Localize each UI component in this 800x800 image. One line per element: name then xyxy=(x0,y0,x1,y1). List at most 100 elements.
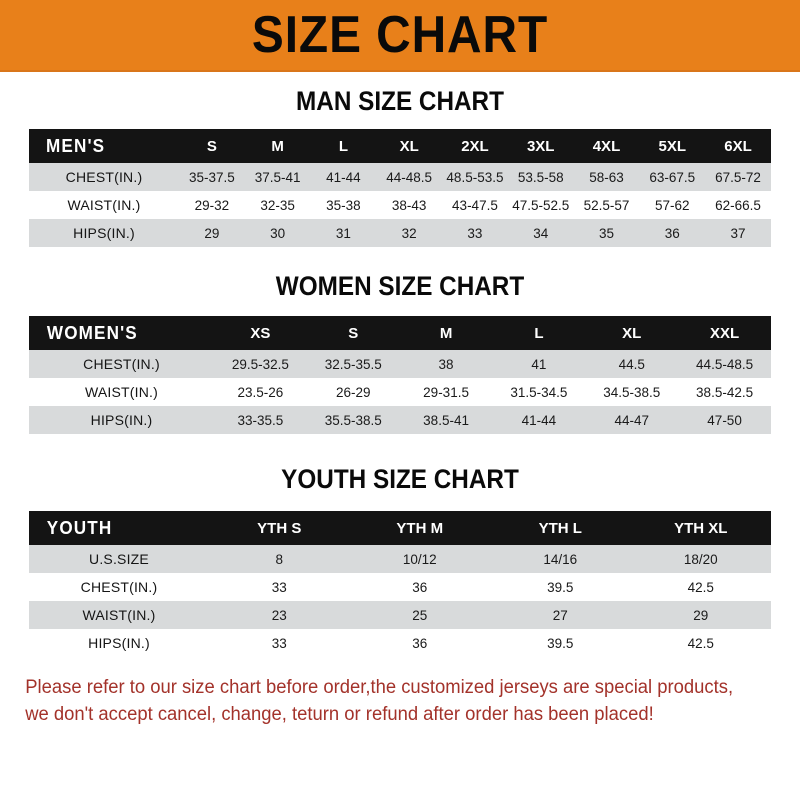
women-table-row: HIPS(IN.) 33-35.5 35.5-38.5 38.5-41 41-44 44-… xyxy=(29,406,771,434)
youth-cell: 14/16 xyxy=(543,551,578,567)
youth-size-column-2: YTH M xyxy=(396,519,444,537)
women-cell: 35.5-38.5 xyxy=(324,412,382,428)
youth-table-head: YOUTH YTH S YTH M YTH L YTH XL xyxy=(29,511,771,545)
women-cell: 29.5-32.5 xyxy=(231,356,289,372)
men-cell: 41-44 xyxy=(326,169,361,185)
women-size-table: WOMEN'S XS S M L XL XXL CHEST(IN.) 29.5-32.5 32… xyxy=(29,316,771,434)
women-cell: 38.5-42.5 xyxy=(696,384,754,400)
youth-table-row: HIPS(IN.) 33 36 39.5 42.5 xyxy=(29,629,771,657)
men-cell: 30 xyxy=(270,225,286,241)
men-cell: 38-43 xyxy=(391,197,427,213)
men-cell: 37.5-41 xyxy=(254,169,301,185)
women-cell: 34.5-38.5 xyxy=(603,384,661,400)
women-size-column-2: S xyxy=(348,324,359,342)
men-cell: 32-35 xyxy=(260,197,295,213)
women-size-column-3: M xyxy=(439,324,453,342)
men-cell: 62-66.5 xyxy=(715,197,761,213)
men-size-column-4: XL xyxy=(399,137,419,155)
men-cell: 48.5-53.5 xyxy=(446,169,504,185)
youth-size-column-3: YTH L xyxy=(538,519,582,537)
men-size-column-7: 4XL xyxy=(592,137,621,155)
men-cell: 63-67.5 xyxy=(649,169,696,185)
men-cell: 57-62 xyxy=(654,197,690,213)
men-row-label: HIPS(IN.) xyxy=(73,225,135,241)
women-row-label: CHEST(IN.) xyxy=(83,356,160,372)
men-cell: 35-37.5 xyxy=(188,169,235,185)
women-cell: 44.5-48.5 xyxy=(696,356,754,372)
men-cell: 29 xyxy=(204,225,220,241)
men-cell: 35-38 xyxy=(326,197,361,213)
women-cell: 29-31.5 xyxy=(423,384,469,400)
youth-section: YOUTH SIZE CHART YOUTH YTH S YTH M YTH L YT… xyxy=(0,434,800,657)
men-section: MAN SIZE CHART MEN'S S M L XL 2XL 3XL 4XL 5XL 6X… xyxy=(0,72,800,247)
men-size-column-8: 5XL xyxy=(658,137,686,155)
women-header-label: WOMEN'S xyxy=(46,322,138,343)
men-cell: 34 xyxy=(533,225,549,241)
order-policy-note: Please refer to our size chart before or… xyxy=(0,675,776,729)
youth-cell: 23 xyxy=(271,607,287,623)
men-size-table: MEN'S S M L XL 2XL 3XL 4XL 5XL 6XL CHEST(IN.) 35-… xyxy=(29,129,771,247)
order-policy-note-line-1: Please refer to our size chart before or… xyxy=(25,677,734,698)
women-cell: 33-35.5 xyxy=(237,412,284,428)
women-cell: 38.5-41 xyxy=(423,412,469,428)
men-cell: 29-32 xyxy=(194,197,230,213)
women-cell: 47-50 xyxy=(707,412,742,428)
men-cell: 43-47.5 xyxy=(452,197,498,213)
women-size-column-6: XXL xyxy=(709,324,740,342)
women-cell: 41-44 xyxy=(521,412,557,428)
page-banner: SIZE CHART xyxy=(0,0,800,72)
youth-cell: 42.5 xyxy=(687,579,714,595)
youth-header-row: YOUTH YTH S YTH M YTH L YTH XL xyxy=(29,511,771,545)
men-table-row: WAIST(IN.) 29-32 32-35 35-38 38-43 43-47.5 47.… xyxy=(29,191,771,219)
youth-table-row: CHEST(IN.) 33 36 39.5 42.5 xyxy=(29,573,771,601)
men-size-column-6: 3XL xyxy=(526,137,555,155)
youth-row-label: WAIST(IN.) xyxy=(82,607,156,623)
men-size-column-2: M xyxy=(271,137,284,155)
women-table-head: WOMEN'S XS S M L XL XXL xyxy=(29,316,771,350)
women-cell: 26-29 xyxy=(335,384,371,400)
men-section-title: MAN SIZE CHART xyxy=(296,86,504,116)
youth-header-label: YOUTH xyxy=(46,517,113,538)
youth-cell: 8 xyxy=(275,551,283,567)
men-cell: 47.5-52.5 xyxy=(512,197,570,213)
youth-cell: 39.5 xyxy=(547,635,574,651)
women-size-column-4: L xyxy=(534,324,544,342)
youth-cell: 36 xyxy=(412,635,428,651)
youth-table-row: WAIST(IN.) 23 25 27 29 xyxy=(29,601,771,629)
youth-cell: 39.5 xyxy=(547,579,574,595)
men-table-head: MEN'S S M L XL 2XL 3XL 4XL 5XL 6XL xyxy=(29,129,771,163)
youth-row-label: U.S.SIZE xyxy=(89,551,149,567)
women-section: WOMEN SIZE CHART WOMEN'S XS S M L XL XXL CHES… xyxy=(0,247,800,434)
youth-cell: 33 xyxy=(271,579,287,595)
men-cell: 67.5-72 xyxy=(715,169,761,185)
youth-table-row: U.S.SIZE 8 10/12 14/16 18/20 xyxy=(29,545,771,573)
men-cell: 58-63 xyxy=(589,169,624,185)
men-header-row: MEN'S S M L XL 2XL 3XL 4XL 5XL 6XL xyxy=(29,129,771,163)
men-cell: 33 xyxy=(467,225,483,241)
men-row-label: WAIST(IN.) xyxy=(67,197,141,213)
women-size-column-5: XL xyxy=(622,324,642,342)
men-table-row: HIPS(IN.) 29 30 31 32 33 34 35 36 37 xyxy=(29,219,771,247)
men-size-column-9: 6XL xyxy=(724,137,752,155)
youth-size-table: YOUTH YTH S YTH M YTH L YTH XL U.S.SIZE 8 10/… xyxy=(29,511,771,657)
men-cell: 44-48.5 xyxy=(386,169,433,185)
youth-cell: 18/20 xyxy=(683,551,718,567)
men-cell: 36 xyxy=(664,225,680,241)
women-cell: 44-47 xyxy=(614,412,649,428)
youth-section-title: YOUTH SIZE CHART xyxy=(281,464,519,494)
men-table-row: CHEST(IN.) 35-37.5 37.5-41 41-44 44-48.5 48.5… xyxy=(29,163,771,191)
men-table-body: CHEST(IN.) 35-37.5 37.5-41 41-44 44-48.5 48.5… xyxy=(29,163,771,247)
youth-row-label: HIPS(IN.) xyxy=(88,635,150,651)
women-row-label: WAIST(IN.) xyxy=(84,384,159,400)
women-table-row: WAIST(IN.) 23.5-26 26-29 29-31.5 31.5-34.5 34… xyxy=(29,378,771,406)
men-size-column-3: L xyxy=(338,137,348,155)
women-table-body: CHEST(IN.) 29.5-32.5 32.5-35.5 38 41 44.5 44.5… xyxy=(29,350,771,434)
youth-cell: 10/12 xyxy=(402,551,437,567)
women-cell: 31.5-34.5 xyxy=(510,384,568,400)
women-cell: 44.5 xyxy=(618,356,645,372)
men-cell: 32 xyxy=(401,225,417,241)
women-row-label: HIPS(IN.) xyxy=(90,412,153,428)
women-size-column-1: XS xyxy=(250,324,271,342)
men-header-label: MEN'S xyxy=(46,135,106,156)
